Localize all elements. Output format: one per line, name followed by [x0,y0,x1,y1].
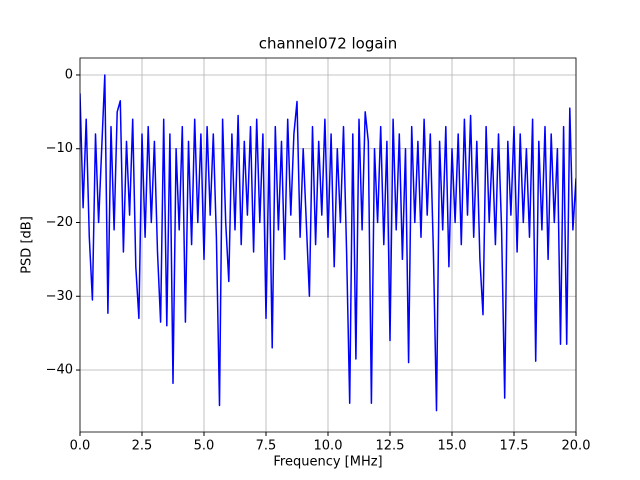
plot-frame [79,57,577,433]
data-line [80,74,576,412]
x-tick-label: 7.5 [256,439,277,454]
y-tick-label: −40 [46,363,73,378]
y-axis-label: PSD [dB] [20,216,35,274]
y-tick-label: −20 [46,215,73,230]
x-tick-label: 12.5 [376,439,405,454]
x-tick-label: 0.0 [70,439,91,454]
chart-title: channel072 logain [259,35,398,53]
x-tick-label: 2.5 [132,439,153,454]
y-tick-label: 0 [65,67,73,82]
x-tick-label: 20.0 [562,439,591,454]
y-tick-label: −30 [46,289,73,304]
x-tick-label: 5.0 [194,439,215,454]
x-tick-label: 17.5 [500,439,529,454]
y-tick-label: −10 [46,141,73,156]
x-axis-label: Frequency [MHz] [273,455,382,470]
x-tick-label: 10.0 [314,439,343,454]
x-tick-label: 15.0 [438,439,467,454]
